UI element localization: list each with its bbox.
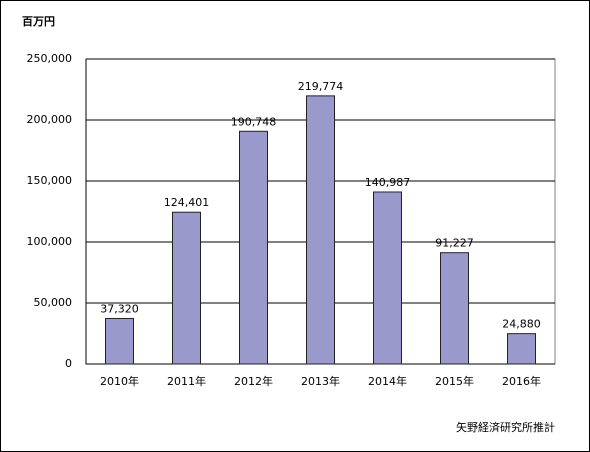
y-tick-label: 0 [65,357,72,370]
bar [507,333,536,365]
value-label: 140,987 [365,176,411,189]
value-label: 37,320 [100,302,139,315]
bar [373,191,402,365]
source-note: 矢野経済研究所推計 [456,420,555,434]
bar [172,211,201,365]
y-tick-label: 200,000 [27,113,73,126]
bar [239,130,268,365]
x-tick-label: 2016年 [502,374,541,388]
x-tick-label: 2010年 [100,374,139,388]
x-tick-label: 2015年 [435,374,474,388]
bar [306,95,335,365]
value-label: 24,880 [502,318,541,331]
value-label: 124,401 [164,196,210,209]
x-tick-label: 2013年 [301,374,340,388]
x-tick-label: 2014年 [368,374,407,388]
unit-label: 百万円 [22,15,55,28]
x-tick-label: 2012年 [234,374,273,388]
y-tick-label: 150,000 [27,174,73,187]
value-label: 219,774 [298,80,344,93]
bar [105,317,134,365]
value-label: 190,748 [231,115,277,128]
value-label: 91,227 [435,237,474,250]
bar [440,252,469,365]
y-tick-label: 50,000 [34,296,73,309]
x-tick-label: 2011年 [167,374,206,388]
y-tick-label: 100,000 [27,235,73,248]
y-tick-label: 250,000 [27,52,73,65]
